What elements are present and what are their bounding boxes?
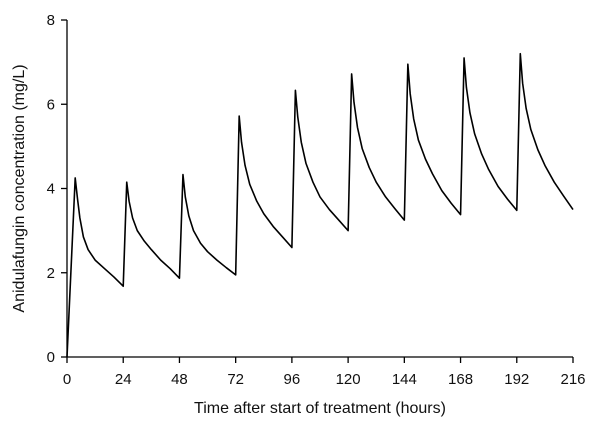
x-tick-label: 0 <box>63 371 71 388</box>
x-tick-label: 24 <box>115 371 132 388</box>
x-tick-label: 192 <box>504 371 529 388</box>
x-tick-label: 72 <box>227 371 244 388</box>
y-axis-title: Anidulafungin concentration (mg/L) <box>11 64 28 312</box>
y-tick-label: 6 <box>47 96 55 113</box>
x-tick-label: 96 <box>284 371 301 388</box>
x-axis: 0 24 48 72 96 120 144 168 192 216 <box>63 356 586 388</box>
plot-area <box>66 52 574 358</box>
x-axis-title: Time after start of treatment (hours) <box>194 400 446 417</box>
y-tick-label: 2 <box>47 265 55 282</box>
x-tick-label: 48 <box>171 371 188 388</box>
y-tick-label: 8 <box>47 12 55 29</box>
y-tick-label: 4 <box>47 181 55 198</box>
y-axis: 0 2 4 6 8 <box>47 12 68 366</box>
y-tick-label: 0 <box>47 349 55 366</box>
x-tick-label: 144 <box>392 371 417 388</box>
concentration-series-line <box>66 52 574 358</box>
x-tick-label: 120 <box>336 371 361 388</box>
x-tick-label: 168 <box>448 371 473 388</box>
x-tick-label: 216 <box>560 371 585 388</box>
